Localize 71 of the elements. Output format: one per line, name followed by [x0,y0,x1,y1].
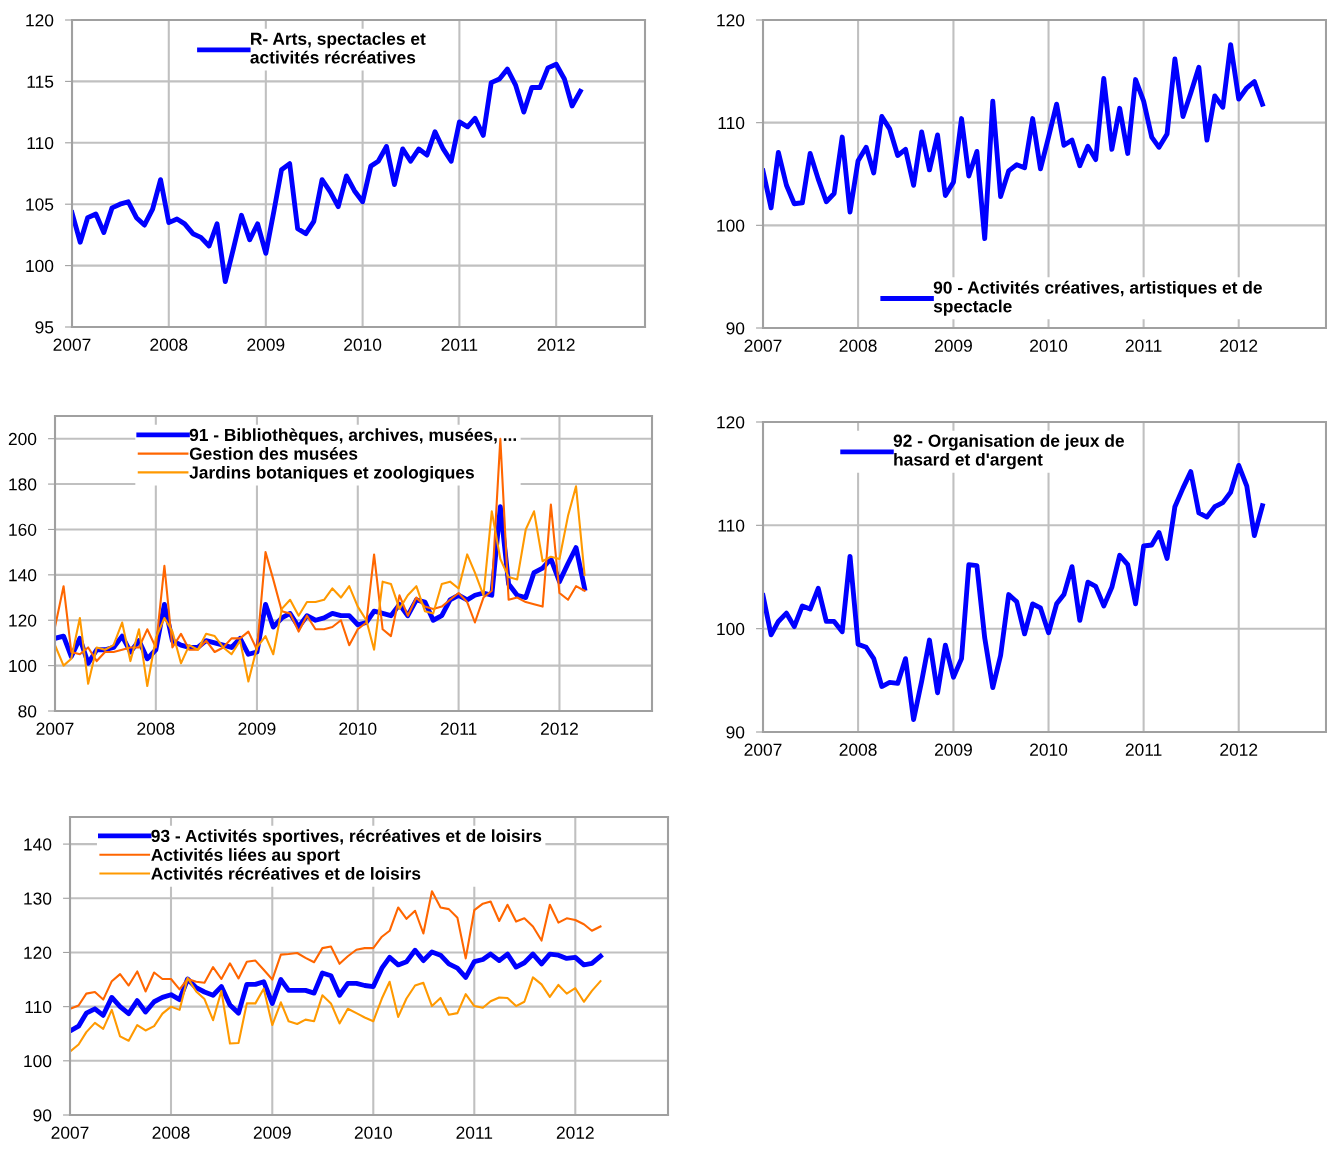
line-series [70,976,602,1053]
y-tick-label: 80 [18,705,37,718]
y-tick-label: 110 [27,136,54,150]
x-tick-label: 2009 [247,338,285,351]
y-tick-label: 200 [8,432,37,446]
x-tick-label: 2007 [744,743,782,756]
x-tick-label: 2012 [556,1126,594,1139]
legend-label: 93 - Activités sportives, récréatives et de loisirs [151,829,542,846]
x-tick-label: 2007 [51,1126,89,1139]
y-tick-label: 120 [9,614,37,627]
x-tick-label: 2009 [935,743,972,756]
y-tick-label: 100 [717,622,745,636]
y-tick-label: 120 [717,14,745,27]
y-tick-label: 110 [718,519,745,532]
x-tick-label: 2012 [541,722,578,735]
x-tick-label: 2009 [238,722,276,735]
x-tick-label: 2008 [152,1126,190,1139]
x-tick-label: 2008 [839,743,877,756]
x-tick-label: 2012 [1220,339,1258,352]
y-tick-label: 100 [26,259,54,273]
line-series [55,485,586,688]
x-tick-label: 2012 [537,338,575,351]
legend-label: Jardins botaniques et zoologiques [189,465,474,483]
y-tick-label: 120 [717,416,745,429]
line-series [763,42,1265,242]
legend-label: 92 - Organisation de jeux de hasard et d'argent [893,434,1125,470]
y-tick-label: 100 [24,1054,52,1068]
y-tick-label: 140 [9,569,37,582]
x-tick-label: 2010 [1030,743,1068,756]
y-tick-label: 110 [25,1000,52,1014]
x-tick-label: 2007 [36,722,74,735]
x-tick-label: 2011 [456,1126,493,1139]
x-tick-label: 2010 [354,1126,392,1139]
x-tick-label: 2010 [339,722,377,735]
y-tick-label: 105 [26,198,54,211]
x-tick-label: 2009 [253,1126,291,1139]
y-tick-label: 115 [27,75,54,88]
y-tick-label: 90 [726,322,745,335]
legend-label: Activités récréatives et de loisirs [151,866,421,880]
x-tick-label: 2012 [1220,743,1258,756]
x-tick-label: 2008 [137,722,175,735]
x-tick-label: 2010 [1030,339,1068,352]
legend-label: Activités liées au sport [151,848,340,865]
y-tick-label: 160 [9,523,37,536]
y-tick-label: 100 [9,659,37,673]
x-tick-label: 2011 [440,722,477,735]
line-series [70,947,603,1034]
y-tick-label: 130 [24,892,52,905]
y-tick-label: 90 [33,1109,52,1122]
y-tick-label: 95 [35,321,54,334]
x-tick-label: 2008 [839,339,877,352]
legend-label: R- Arts, spectacles et activités récréatives [250,32,426,64]
legend-label: Gestion des musées [189,446,358,460]
x-tick-label: 2008 [150,338,188,351]
x-tick-label: 2011 [1125,743,1162,756]
y-tick-label: 120 [26,14,54,27]
x-tick-label: 2007 [53,338,91,351]
y-tick-label: 120 [24,946,52,959]
y-tick-label: 110 [718,116,745,130]
legend-label: 91 - Bibliothèques, archives, musées, ... [189,428,516,445]
x-tick-label: 2007 [744,339,782,352]
x-tick-label: 2010 [344,338,382,351]
y-tick-label: 100 [717,219,745,232]
y-tick-label: 180 [9,478,37,491]
x-tick-label: 2011 [1125,339,1162,352]
legend-label: 90 - Activités créatives, artistiques et de spectacle [933,280,1262,316]
line-series [70,890,602,1010]
x-tick-label: 2011 [441,338,478,351]
x-tick-label: 2009 [935,339,972,352]
y-tick-label: 90 [726,726,745,739]
y-tick-label: 140 [24,838,52,851]
